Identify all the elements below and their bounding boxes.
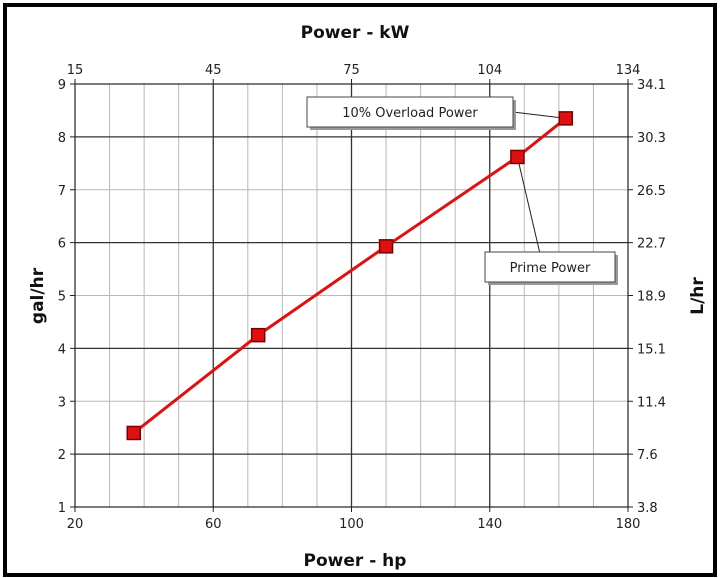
x-top-tick-label: 104 bbox=[477, 63, 502, 78]
x-top-tick-label: 45 bbox=[205, 63, 222, 78]
x-tick-label: 140 bbox=[477, 517, 502, 532]
x-top-tick-label: 134 bbox=[616, 63, 641, 78]
x-tick-label: 20 bbox=[67, 517, 84, 532]
y2-tick-label: 15.1 bbox=[637, 342, 666, 357]
annotation-leader-line bbox=[516, 156, 541, 253]
annotation-leader-line bbox=[512, 111, 566, 119]
y2-tick-label: 22.7 bbox=[637, 237, 666, 252]
x-tick-label: 60 bbox=[205, 517, 222, 532]
data-point-marker bbox=[558, 111, 574, 126]
y-tick-label: 1 bbox=[58, 501, 66, 516]
y-axis-ticks: 1 2 3 4 5 6 7 8 9 bbox=[58, 78, 75, 516]
y-tick-label: 5 bbox=[58, 290, 66, 305]
x-tick-label: 180 bbox=[616, 517, 641, 532]
y2-axis-ticks: 3.8 7.6 11.4 15.1 18.9 22.7 26.5 30.3 34.1 bbox=[628, 78, 666, 516]
x-tick-label: 100 bbox=[339, 517, 364, 532]
top-axis-title: Power - kW bbox=[301, 23, 410, 43]
x-axis-title: Power - hp bbox=[304, 551, 407, 571]
series-layer bbox=[126, 111, 574, 441]
x-top-tick-label: 15 bbox=[67, 63, 84, 78]
x-axis-ticks: 20 60 100 140 180 bbox=[67, 507, 641, 532]
data-point-marker bbox=[378, 239, 394, 254]
y-axis-title: gal/hr bbox=[28, 267, 48, 324]
y-tick-label: 2 bbox=[58, 448, 66, 463]
y-tick-label: 7 bbox=[58, 184, 66, 199]
annotation-label: Prime Power bbox=[510, 261, 591, 276]
data-point-marker bbox=[126, 425, 142, 441]
y-tick-label: 3 bbox=[58, 395, 66, 410]
x-top-axis-ticks: 15 45 75 104 134 bbox=[67, 63, 641, 84]
annotation-box bbox=[306, 96, 514, 128]
annotation-label: 10% Overload Power bbox=[342, 106, 478, 121]
y2-tick-label: 7.6 bbox=[637, 448, 658, 463]
annotation-box bbox=[484, 251, 616, 283]
y-tick-label: 9 bbox=[58, 78, 66, 93]
data-point-marker bbox=[250, 327, 266, 343]
data-point-marker bbox=[510, 149, 525, 165]
y2-tick-label: 26.5 bbox=[637, 184, 666, 199]
annotations: 10% Overload Power Prime Power bbox=[306, 96, 618, 285]
y2-tick-label: 3.8 bbox=[637, 501, 658, 516]
major-grid bbox=[75, 84, 628, 507]
y2-axis-title: L/hr bbox=[688, 277, 708, 315]
y2-tick-label: 34.1 bbox=[637, 78, 666, 93]
y-tick-label: 4 bbox=[58, 342, 66, 357]
y2-tick-label: 30.3 bbox=[637, 131, 666, 146]
y2-tick-label: 18.9 bbox=[637, 290, 666, 305]
y-tick-label: 8 bbox=[58, 131, 66, 146]
y-tick-label: 6 bbox=[58, 237, 66, 252]
x-top-tick-label: 75 bbox=[343, 63, 360, 78]
y2-tick-label: 11.4 bbox=[637, 395, 666, 410]
